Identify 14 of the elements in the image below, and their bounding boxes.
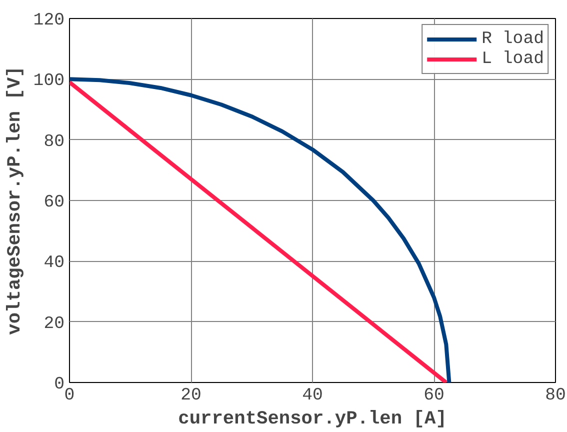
y-tick-label: 20 bbox=[44, 314, 65, 334]
y-tick-label: 120 bbox=[33, 12, 65, 30]
x-axis-title: currentSensor.yP.len [A] bbox=[178, 408, 447, 430]
y-axis-title: voltageSensor.yP.len [V] bbox=[3, 66, 26, 335]
legend-label: R load bbox=[482, 30, 544, 48]
y-tick-label: 100 bbox=[33, 72, 65, 92]
x-tick-label: 80 bbox=[545, 386, 566, 406]
x-tick-label: 60 bbox=[424, 386, 444, 406]
legend-label: L load bbox=[482, 50, 544, 68]
x-tick-label: 20 bbox=[180, 386, 202, 406]
y-tick-label: 60 bbox=[44, 194, 65, 212]
y-tick-label: 80 bbox=[44, 132, 65, 152]
y-tick-label: 40 bbox=[44, 254, 65, 274]
x-tick-label: 40 bbox=[302, 386, 323, 406]
